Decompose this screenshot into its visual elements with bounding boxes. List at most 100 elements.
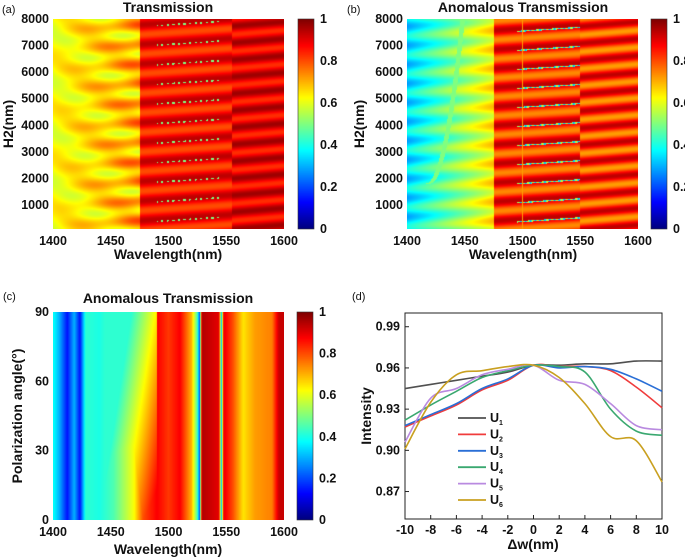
y-tick-label: 3000 [375, 145, 403, 159]
y-tick-label: 30 [35, 444, 49, 458]
x-tick-label: 1500 [155, 234, 183, 248]
colorbar-tick-label: 0.8 [320, 54, 337, 68]
y-tick-label: 0 [42, 513, 49, 527]
xlabel-d: Δw(nm) [507, 536, 558, 552]
x-tick-label: 1450 [97, 234, 125, 248]
ylabel-d: Intensity [358, 387, 374, 445]
x-tick-label: -8 [425, 523, 436, 537]
legend-label: U4 [490, 460, 503, 476]
y-tick-label: 5000 [375, 92, 403, 106]
colorbar-tick-label: 0.6 [320, 96, 337, 110]
colorbar-tick-label: 0 [673, 222, 680, 236]
colorbar-tick-label: 0.4 [320, 138, 337, 152]
ylabel-b: H2(nm) [351, 100, 367, 148]
colorbar-tick-label: 0.6 [673, 96, 685, 110]
y-tick-label: 0.90 [376, 443, 400, 457]
y-tick-label: 5000 [21, 92, 49, 106]
x-tick-label: 1500 [155, 525, 183, 539]
legend-subscript: 6 [499, 502, 503, 509]
legend-subscript: 3 [499, 453, 503, 460]
legend-label: U6 [490, 493, 503, 509]
legend-label: U3 [490, 444, 503, 460]
colorbar-frame [650, 18, 668, 230]
series-line-U6 [404, 363, 663, 483]
ylabel-a: H2(nm) [0, 100, 16, 148]
x-tick-label: -4 [477, 523, 488, 537]
y-tick-label: 6000 [21, 65, 49, 79]
legend-subscript: 2 [499, 436, 503, 443]
y-tick-label: 0.93 [376, 402, 400, 416]
x-tick-label: -2 [502, 523, 513, 537]
x-tick-label: 4 [581, 523, 588, 537]
colorbar-b [651, 19, 667, 229]
x-tick-label: 1600 [270, 234, 298, 248]
colorbar-tick-label: 0.4 [319, 430, 336, 444]
x-tick-label: 1550 [212, 525, 240, 539]
x-tick-label: 1450 [97, 525, 125, 539]
x-tick-label: 6 [607, 523, 614, 537]
series-line-U4 [404, 364, 663, 437]
legend-subscript: 4 [499, 469, 503, 476]
x-tick-label: -6 [451, 523, 462, 537]
y-tick-label: 2000 [375, 171, 403, 185]
heatmap-c [53, 312, 284, 520]
colorbar-tick-label: 0.8 [673, 54, 685, 68]
heatmap-b [407, 19, 638, 229]
colorbar-frame [296, 311, 314, 521]
colorbar-tick-label: 1 [673, 12, 680, 26]
legend-label: U1 [490, 411, 503, 427]
x-tick-label: 1600 [270, 525, 298, 539]
colorbar-a [298, 19, 314, 229]
y-tick-label: 4000 [21, 118, 49, 132]
heatmap-a [53, 19, 284, 229]
x-tick-label: 1550 [212, 234, 240, 248]
y-tick-label: 8000 [375, 12, 403, 26]
colorbar-tick-label: 0.6 [319, 388, 336, 402]
colorbar-frame [297, 18, 315, 230]
y-tick-label: 7000 [21, 39, 49, 53]
title-c: Anomalous Transmission [83, 290, 253, 306]
x-tick-label: 1400 [393, 234, 421, 248]
colorbar-tick-label: 0 [319, 513, 326, 527]
panel-label-c: (c) [3, 291, 16, 303]
y-tick-label: 90 [35, 305, 49, 319]
colorbar-tick-label: 0.8 [319, 347, 336, 361]
colorbar-tick-label: 0 [320, 222, 327, 236]
panel-label-d: (d) [352, 291, 365, 303]
x-tick-label: -10 [396, 523, 414, 537]
x-tick-label: 0 [530, 523, 537, 537]
y-tick-label: 60 [35, 374, 49, 388]
y-tick-label: 2000 [21, 171, 49, 185]
x-tick-label: 1400 [39, 525, 67, 539]
colorbar-tick-label: 1 [320, 12, 327, 26]
panel-label-b: (b) [347, 4, 360, 16]
x-tick-label: 8 [633, 523, 640, 537]
colorbar-tick-label: 0.2 [319, 471, 336, 485]
colorbar-tick-label: 1 [319, 305, 326, 319]
x-tick-label: 1550 [566, 234, 594, 248]
y-tick-label: 0.87 [376, 485, 400, 499]
legend-label: U2 [490, 427, 503, 443]
y-tick-label: 1000 [21, 198, 49, 212]
xlabel-c: Wavelength(nm) [114, 541, 222, 557]
legend-label: U5 [490, 477, 503, 493]
x-tick-label: 2 [556, 523, 563, 537]
xlabel-a: Wavelength(nm) [114, 246, 222, 262]
series-line-U5 [404, 363, 663, 443]
x-tick-label: 1600 [624, 234, 652, 248]
y-tick-label: 1000 [375, 198, 403, 212]
x-tick-label: 1450 [451, 234, 479, 248]
y-tick-label: 8000 [21, 12, 49, 26]
colorbar-c [297, 312, 313, 520]
legend-subscript: 1 [499, 420, 503, 427]
y-tick-label: 4000 [375, 118, 403, 132]
legend-subscript: 5 [499, 486, 503, 493]
x-tick-label: 1500 [509, 234, 537, 248]
title-a: Transmission [123, 0, 213, 15]
colorbar-tick-label: 0.2 [320, 180, 337, 194]
colorbar-tick-label: 0.2 [673, 180, 685, 194]
xlabel-b: Wavelength(nm) [469, 246, 577, 262]
title-b: Anomalous Transmission [438, 0, 608, 15]
y-tick-label: 3000 [21, 145, 49, 159]
